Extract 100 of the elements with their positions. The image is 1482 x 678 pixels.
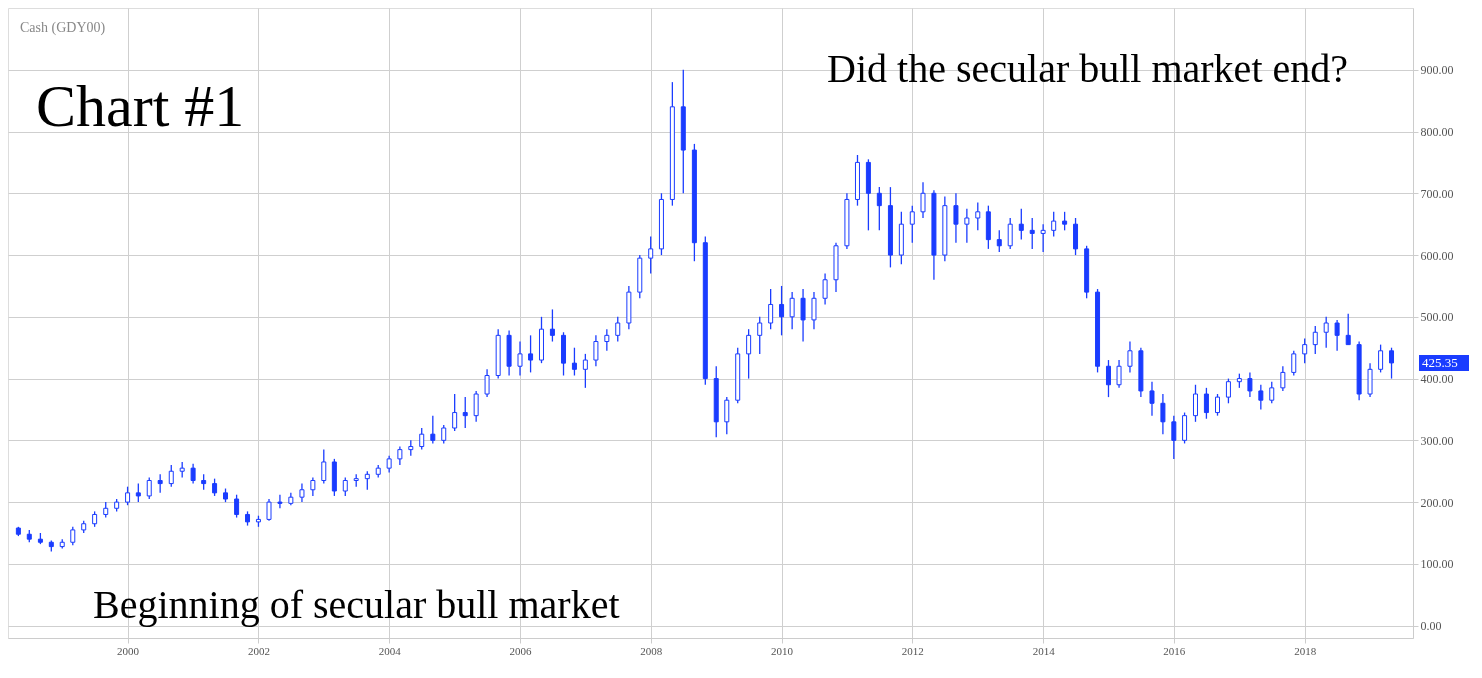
candlestick bbox=[615, 316, 621, 343]
annotation: Beginning of secular bull market bbox=[93, 582, 620, 627]
candlestick bbox=[1225, 377, 1231, 404]
y-tick-label: 700.00 bbox=[1420, 186, 1454, 201]
candlestick bbox=[419, 427, 425, 451]
candlestick bbox=[517, 340, 523, 377]
candlestick bbox=[397, 445, 403, 466]
candlestick bbox=[1105, 359, 1111, 398]
candlestick bbox=[724, 396, 730, 435]
candlestick bbox=[648, 235, 654, 275]
candlestick bbox=[964, 208, 970, 244]
candlestick bbox=[1149, 381, 1155, 417]
candlestick bbox=[800, 288, 806, 343]
candlestick bbox=[1334, 319, 1340, 352]
candlestick bbox=[789, 291, 795, 330]
candlestick bbox=[549, 308, 555, 343]
candlestick bbox=[266, 498, 272, 522]
x-tick-label: 2002 bbox=[247, 644, 270, 657]
text: Cash (GDY00) bbox=[20, 20, 106, 36]
x-tick-label: 2010 bbox=[771, 644, 794, 657]
candlestick bbox=[953, 192, 959, 244]
candlestick bbox=[876, 186, 882, 231]
candlestick bbox=[920, 181, 926, 219]
x-tick-label: 2006 bbox=[509, 644, 533, 657]
candlestick bbox=[125, 486, 131, 506]
candlestick bbox=[277, 494, 283, 509]
candlestick bbox=[473, 390, 479, 423]
candlestick bbox=[1062, 211, 1068, 231]
x-tick-label: 2008 bbox=[640, 644, 663, 657]
y-tick-label: 500.00 bbox=[1420, 310, 1454, 325]
y-tick-label: 200.00 bbox=[1420, 495, 1454, 510]
candlestick bbox=[1203, 387, 1209, 420]
candlestick bbox=[582, 353, 588, 389]
candlestick bbox=[746, 328, 752, 380]
candlestick bbox=[1323, 316, 1329, 349]
candlestick bbox=[321, 448, 327, 485]
candlestick bbox=[168, 464, 174, 488]
candlestick bbox=[996, 229, 1002, 253]
candlestick bbox=[1192, 384, 1198, 423]
x-tick-label: 2000 bbox=[117, 644, 140, 657]
y-tick-label: 0.00 bbox=[1420, 619, 1442, 634]
candlestick bbox=[1258, 384, 1264, 411]
candlestick bbox=[1051, 211, 1057, 238]
candlestick bbox=[1345, 313, 1351, 346]
candlestick bbox=[1302, 337, 1308, 364]
candlestick bbox=[135, 482, 141, 503]
candlestick bbox=[157, 473, 163, 494]
candlestick bbox=[1378, 343, 1384, 374]
candlestick bbox=[1127, 340, 1133, 374]
candlestick bbox=[484, 368, 490, 398]
x-tick-label: 2016 bbox=[1163, 644, 1186, 657]
candlestick bbox=[1389, 347, 1395, 380]
candlestick bbox=[1171, 415, 1177, 460]
y-tick-label: 400.00 bbox=[1420, 372, 1454, 387]
x-tick-label: 2004 bbox=[378, 644, 402, 657]
candlestick bbox=[234, 494, 240, 519]
candlestick bbox=[768, 288, 774, 330]
candlestick bbox=[462, 396, 468, 429]
annotation: Did the secular bull market end? bbox=[827, 46, 1348, 91]
candlestick bbox=[146, 476, 152, 500]
y-tick-label: 800.00 bbox=[1420, 125, 1454, 140]
y-tick-label: 600.00 bbox=[1420, 248, 1454, 263]
candlestick bbox=[975, 201, 981, 231]
candlestick bbox=[909, 205, 915, 244]
candlestick bbox=[779, 285, 785, 336]
candlestick bbox=[190, 463, 196, 485]
candlestick bbox=[1280, 365, 1286, 392]
candlestick bbox=[1116, 359, 1122, 389]
y-tick-label: 100.00 bbox=[1420, 557, 1454, 572]
candlestick bbox=[1312, 325, 1318, 355]
y-tick-label: 900.00 bbox=[1420, 63, 1454, 78]
candlestick bbox=[364, 470, 370, 491]
candlestick bbox=[1160, 393, 1166, 435]
candlestick bbox=[1269, 381, 1275, 404]
annotation: Chart #1 bbox=[36, 73, 245, 139]
candlestick bbox=[1007, 217, 1013, 250]
candlestick bbox=[571, 347, 577, 377]
x-tick-label: 2012 bbox=[901, 644, 924, 657]
candlestick bbox=[822, 272, 828, 306]
candlestick bbox=[310, 476, 316, 497]
candlestick bbox=[452, 393, 458, 432]
candlestick bbox=[604, 328, 610, 352]
candlestick bbox=[1018, 208, 1024, 241]
candlestick bbox=[811, 291, 817, 330]
x-tick-label: 2014 bbox=[1032, 644, 1056, 657]
candlestick bbox=[1029, 217, 1035, 250]
candlestick bbox=[441, 424, 447, 445]
candlestick bbox=[1291, 350, 1297, 377]
annotation: 425.35 bbox=[1422, 354, 1458, 370]
candlestick bbox=[757, 316, 763, 355]
candlestick bbox=[1040, 223, 1046, 253]
y-tick-label: 300.00 bbox=[1420, 433, 1454, 448]
candlestick bbox=[528, 334, 534, 374]
candlestick bbox=[593, 334, 599, 367]
candlestick bbox=[70, 526, 76, 546]
candlestick bbox=[299, 482, 305, 503]
candlestick bbox=[1215, 393, 1221, 417]
x-tick-label: 2018 bbox=[1294, 644, 1317, 657]
candlestick bbox=[1247, 371, 1253, 398]
candlestick bbox=[342, 476, 348, 497]
